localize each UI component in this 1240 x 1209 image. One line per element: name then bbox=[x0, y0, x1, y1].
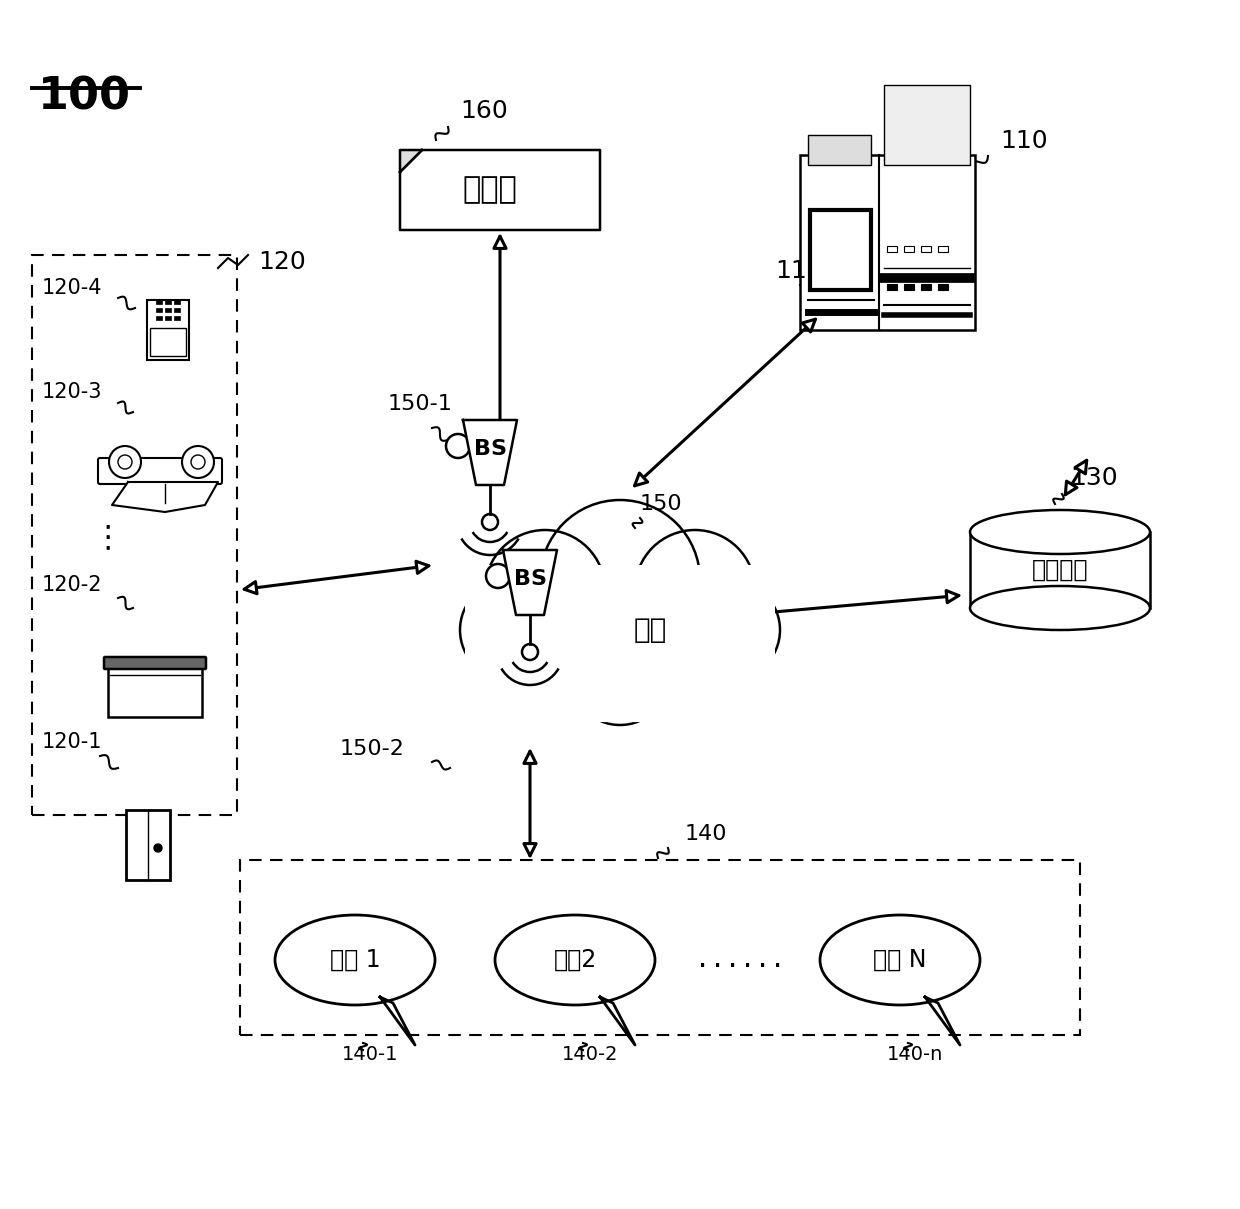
Text: BS: BS bbox=[513, 569, 547, 589]
Circle shape bbox=[191, 455, 205, 469]
Circle shape bbox=[486, 565, 510, 588]
Text: 120-1: 120-1 bbox=[42, 731, 103, 752]
Bar bbox=[150, 328, 186, 355]
Bar bbox=[808, 135, 870, 164]
Bar bbox=[148, 300, 188, 360]
Bar bbox=[465, 565, 775, 721]
Polygon shape bbox=[112, 482, 218, 511]
Circle shape bbox=[446, 434, 470, 458]
Text: 120-3: 120-3 bbox=[42, 382, 103, 403]
Polygon shape bbox=[463, 420, 517, 485]
Circle shape bbox=[118, 455, 131, 469]
Text: 130: 130 bbox=[1070, 465, 1117, 490]
Bar bbox=[921, 284, 931, 290]
Circle shape bbox=[485, 530, 605, 650]
Circle shape bbox=[539, 501, 701, 660]
Text: ⋮: ⋮ bbox=[93, 523, 123, 553]
Bar bbox=[117, 672, 193, 710]
Bar bbox=[887, 245, 897, 251]
Bar bbox=[174, 316, 180, 320]
Text: 信息源: 信息源 bbox=[463, 175, 517, 204]
Bar bbox=[810, 210, 870, 290]
Bar bbox=[904, 245, 914, 251]
Text: 120: 120 bbox=[258, 250, 306, 274]
Polygon shape bbox=[401, 150, 600, 230]
Bar bbox=[156, 300, 162, 303]
FancyBboxPatch shape bbox=[108, 661, 202, 717]
Circle shape bbox=[570, 625, 670, 725]
Text: 存储设备: 存储设备 bbox=[1032, 559, 1089, 582]
Bar bbox=[800, 155, 975, 330]
Circle shape bbox=[460, 580, 560, 679]
Polygon shape bbox=[925, 997, 960, 1045]
Text: 112: 112 bbox=[775, 259, 823, 283]
Text: 140-2: 140-2 bbox=[562, 1045, 619, 1064]
Bar bbox=[165, 300, 171, 303]
Bar bbox=[174, 300, 180, 303]
Circle shape bbox=[680, 580, 780, 679]
Text: 160: 160 bbox=[460, 99, 507, 123]
Bar bbox=[156, 308, 162, 312]
Polygon shape bbox=[970, 532, 1149, 608]
FancyBboxPatch shape bbox=[104, 656, 206, 669]
Circle shape bbox=[522, 644, 538, 660]
Text: 140: 140 bbox=[684, 825, 728, 844]
Polygon shape bbox=[401, 150, 422, 172]
Bar bbox=[937, 245, 947, 251]
Bar bbox=[241, 860, 1080, 1035]
Bar bbox=[904, 284, 914, 290]
FancyBboxPatch shape bbox=[98, 458, 222, 484]
Text: 150: 150 bbox=[640, 494, 683, 514]
Text: BS: BS bbox=[474, 439, 506, 459]
Text: 140-1: 140-1 bbox=[342, 1045, 398, 1064]
Text: 110: 110 bbox=[999, 129, 1048, 154]
Bar bbox=[937, 284, 947, 290]
Text: 网络: 网络 bbox=[634, 617, 667, 644]
Bar bbox=[174, 308, 180, 312]
Circle shape bbox=[482, 514, 498, 530]
Circle shape bbox=[109, 446, 141, 478]
Bar bbox=[165, 316, 171, 320]
Ellipse shape bbox=[970, 586, 1149, 630]
Polygon shape bbox=[379, 997, 415, 1045]
Text: 150-2: 150-2 bbox=[340, 739, 405, 759]
Text: 150-1: 150-1 bbox=[388, 394, 453, 413]
Bar bbox=[156, 316, 162, 320]
Text: 司机 1: 司机 1 bbox=[330, 948, 381, 972]
Text: 司机 N: 司机 N bbox=[873, 948, 926, 972]
Bar bbox=[887, 284, 897, 290]
Text: 140-n: 140-n bbox=[887, 1045, 944, 1064]
Polygon shape bbox=[600, 997, 635, 1045]
Circle shape bbox=[510, 611, 620, 721]
Circle shape bbox=[154, 844, 162, 852]
Ellipse shape bbox=[970, 510, 1149, 554]
Bar bbox=[126, 810, 170, 880]
Text: 120-2: 120-2 bbox=[42, 575, 103, 595]
Bar bbox=[165, 308, 171, 312]
Text: 120-4: 120-4 bbox=[42, 278, 103, 297]
Polygon shape bbox=[503, 550, 557, 615]
Bar bbox=[884, 85, 970, 164]
Ellipse shape bbox=[820, 915, 980, 1005]
Bar bbox=[32, 255, 237, 815]
Circle shape bbox=[182, 446, 215, 478]
Ellipse shape bbox=[495, 915, 655, 1005]
Text: ......: ...... bbox=[694, 948, 785, 972]
Circle shape bbox=[635, 530, 755, 650]
Ellipse shape bbox=[275, 915, 435, 1005]
Circle shape bbox=[620, 611, 730, 721]
Bar bbox=[921, 245, 931, 251]
Text: 100: 100 bbox=[38, 75, 131, 118]
Text: 司机2: 司机2 bbox=[553, 948, 596, 972]
